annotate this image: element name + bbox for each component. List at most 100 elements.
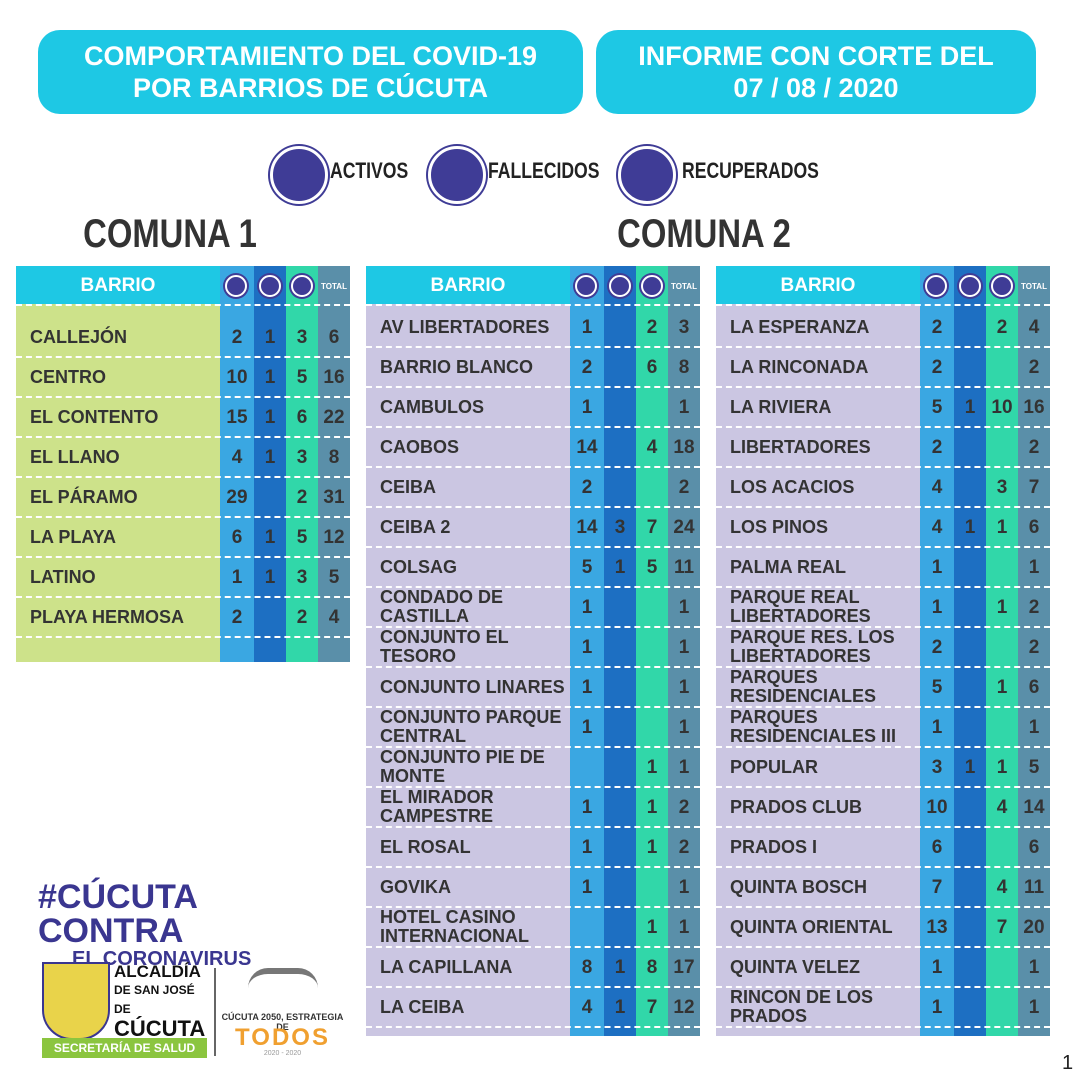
row-divider [716, 1026, 1050, 1028]
barrio-name: LA ESPERANZA [730, 316, 870, 337]
divider [214, 968, 216, 1056]
barrio-name: CEIBA [380, 476, 437, 497]
row-divider [716, 706, 1050, 708]
cell-value: 10 [991, 397, 1013, 418]
header-barrio: BARRIO [80, 275, 156, 296]
barrio-name: CENTRO [30, 366, 106, 387]
cell-value: 1 [1028, 997, 1040, 1018]
cell-value: 2 [1028, 437, 1040, 458]
report-line: INFORME CON CORTE DEL [638, 41, 994, 71]
cell-value: 1 [614, 557, 626, 578]
cell-value: 1 [964, 757, 976, 778]
cell-value: 1 [931, 717, 943, 738]
barrio-name: QUINTA VELEZ [730, 956, 860, 977]
cell-value: 5 [296, 367, 308, 388]
row-divider [716, 946, 1050, 948]
years: 2020 - 2020 [263, 1050, 302, 1057]
barrio-name: PARQUE RES. LOS LIBERTADORES [730, 627, 895, 666]
cell-value: 14 [576, 517, 598, 538]
header-total: TOTAL [671, 281, 697, 291]
barrio-name: LA CEIBA [380, 996, 465, 1017]
row-divider [366, 626, 700, 628]
cell-value: 1 [581, 317, 593, 338]
row-divider [366, 786, 700, 788]
barrio-name: PALMA REAL [730, 556, 846, 577]
barrio-name: EL MIRADOR CAMPESTRE [380, 787, 494, 826]
cell-value: 2 [231, 327, 243, 348]
cell-value: 1 [678, 597, 690, 618]
row-divider [16, 556, 350, 558]
cell-value: 1 [581, 677, 593, 698]
cell-value: 4 [328, 607, 340, 628]
row-divider [366, 386, 700, 388]
cell-value: 1 [231, 567, 243, 588]
cell-value: 1 [264, 327, 276, 348]
cell-value: 11 [1023, 877, 1045, 898]
barrio-name: LOS PINOS [730, 516, 829, 537]
cell-value: 15 [226, 407, 248, 428]
barrio-name: POPULAR [730, 756, 819, 777]
cell-value: 2 [678, 797, 690, 818]
header-bar [716, 266, 920, 304]
hashtag: #CÚCUTA CONTRA EL CORONAVIRUS [38, 880, 298, 971]
title-line: COMPORTAMIENTO DEL COVID-19 [83, 41, 538, 71]
cell-value: 10 [926, 797, 948, 818]
hashtag-line: #CÚCUTA CONTRA [38, 878, 197, 950]
barrio-name: PRADOS CLUB [730, 796, 863, 817]
cell-value: 2 [581, 357, 593, 378]
todos: TODOS [235, 1024, 330, 1051]
cell-value: 2 [646, 317, 658, 338]
row-divider [16, 436, 350, 438]
cell-value: 12 [323, 527, 345, 548]
legend-label: ACTIVOS [330, 158, 409, 183]
cell-value: 1 [581, 877, 593, 898]
estrategia: CÚCUTA 2050, ESTRATEGIA DE [221, 1012, 344, 1032]
column-bg [954, 266, 986, 1036]
row-divider [366, 906, 700, 908]
header-bar [366, 266, 570, 304]
shield [42, 962, 110, 1040]
row-divider [16, 516, 350, 518]
barrio-name: LATINO [30, 566, 96, 587]
alcaldia-line: CÚCUTA [114, 1016, 206, 1041]
comuna-title: COMUNA 1 [83, 212, 257, 256]
cell-value: 16 [1023, 397, 1045, 418]
alcaldia-line: DE SAN JOSÉ DE [114, 983, 195, 1016]
cell-value: 3 [996, 477, 1008, 498]
row-divider [16, 476, 350, 478]
cell-value: 1 [678, 757, 690, 778]
row-divider [716, 546, 1050, 548]
barrio-name: RINCON DE LOS PRADOS [730, 987, 874, 1026]
cell-value: 2 [231, 607, 243, 628]
cell-value: 2 [1028, 597, 1040, 618]
cell-value: 1 [964, 517, 976, 538]
cell-value: 2 [931, 437, 943, 458]
row-divider [366, 826, 700, 828]
barrio-name: CALLEJÓN [30, 326, 128, 347]
cell-value: 2 [931, 357, 943, 378]
row-divider [366, 986, 700, 988]
barrio-name: LA RIVIERA [730, 396, 832, 417]
cell-value: 1 [678, 677, 690, 698]
barrio-name: LA PLAYA [30, 526, 117, 547]
barrio-name: LIBERTADORES [730, 436, 871, 457]
barrio-name: PLAYA HERMOSA [30, 606, 185, 627]
header-icon [259, 275, 281, 297]
cell-value: 1 [264, 527, 276, 548]
cell-value: 4 [581, 997, 593, 1018]
barrio-name: BARRIO BLANCO [380, 356, 533, 377]
barrio-name: CAOBOS [380, 436, 460, 457]
cell-value: 1 [678, 637, 690, 658]
cell-value: 5 [646, 557, 658, 578]
cell-value: 31 [323, 487, 345, 508]
barrio-name: CONJUNTO PARQUE CENTRAL [380, 707, 562, 746]
cell-value: 1 [581, 837, 593, 858]
cell-value: 1 [964, 397, 976, 418]
cell-value: 1 [931, 557, 943, 578]
barrio-name: COLSAG [380, 556, 458, 577]
row-divider [16, 356, 350, 358]
header-icon [959, 275, 981, 297]
barrio-name: PARQUES RESIDENCIALES III [730, 707, 897, 746]
cell-value: 6 [1028, 837, 1040, 858]
